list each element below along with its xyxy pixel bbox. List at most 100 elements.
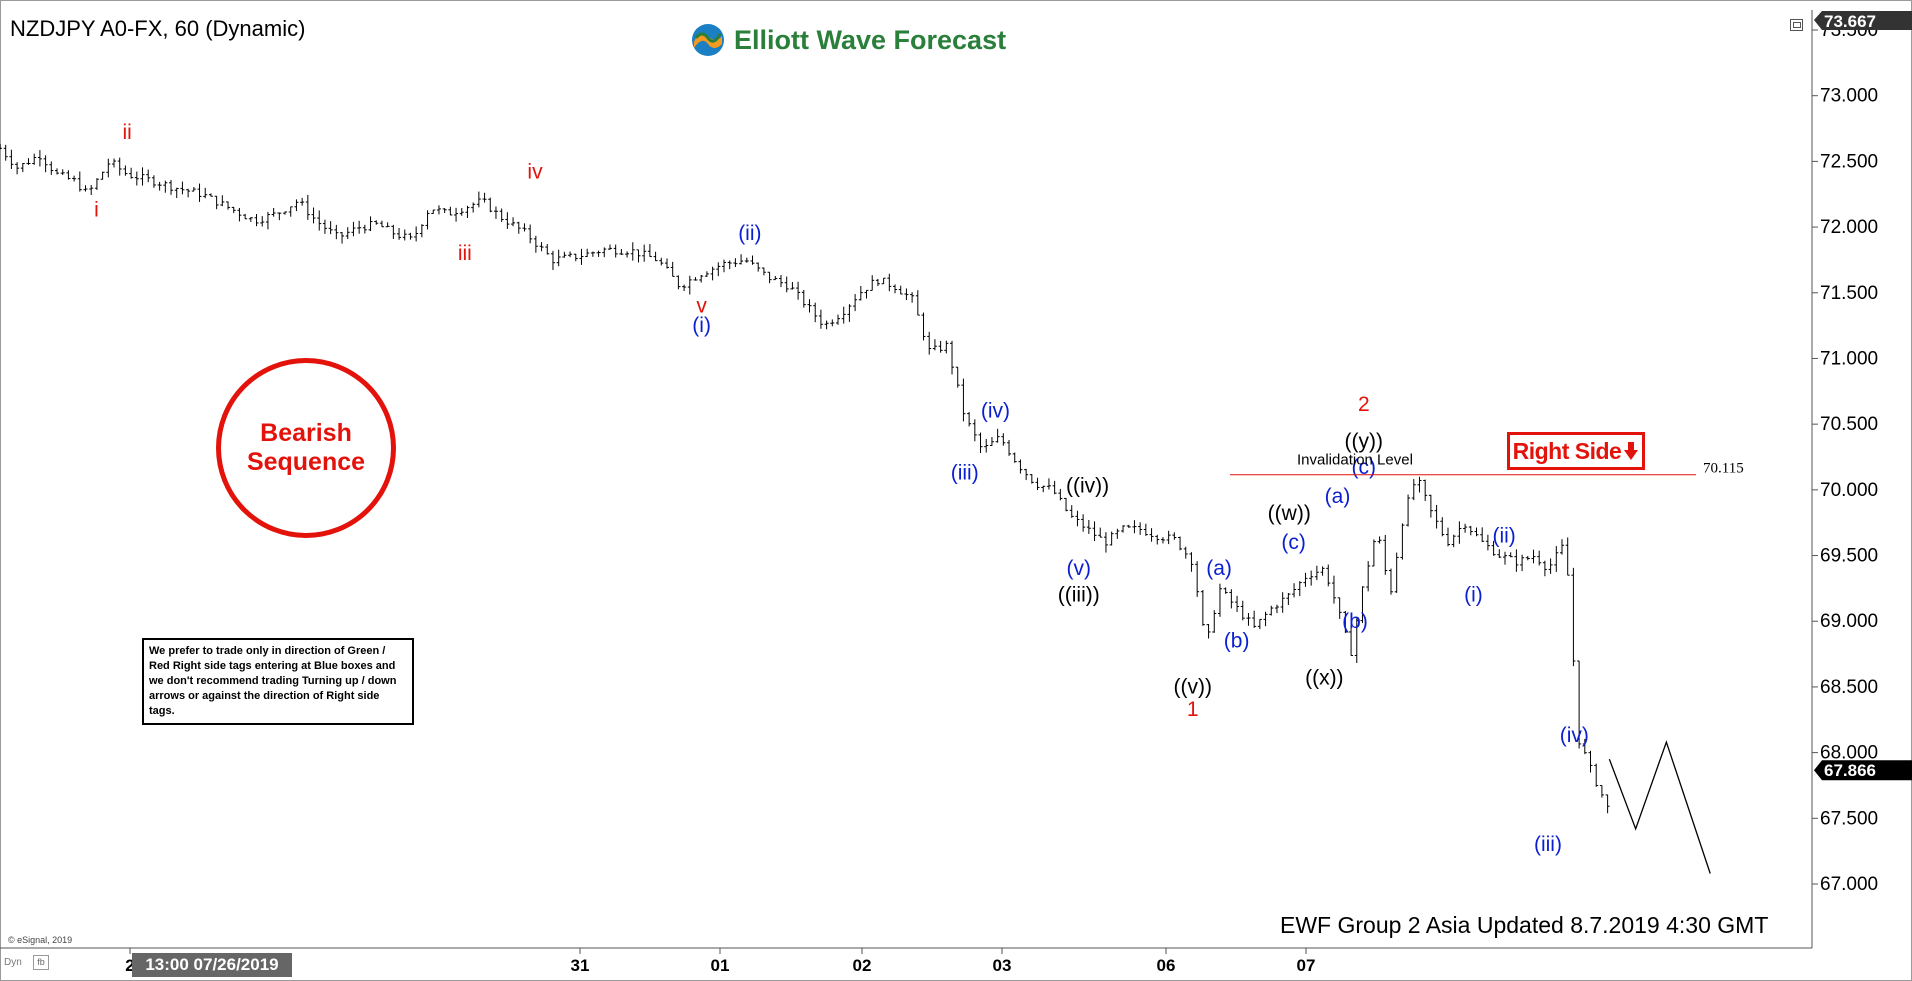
ohlc-bar bbox=[1514, 549, 1519, 572]
ohlc-bar bbox=[1588, 750, 1593, 773]
y-tick-label: 70.000 bbox=[1820, 480, 1878, 501]
wave-label: 1 bbox=[1187, 698, 1199, 721]
ohlc-bar bbox=[1326, 564, 1331, 587]
ohlc-bar bbox=[1109, 531, 1114, 546]
y-tick-label: 68.500 bbox=[1820, 677, 1878, 698]
ohlc-bar bbox=[66, 170, 71, 180]
ohlc-bar bbox=[1468, 525, 1473, 536]
ohlc-bar bbox=[1314, 565, 1319, 581]
ohlc-bar bbox=[448, 206, 453, 216]
ohlc-bar bbox=[1400, 523, 1405, 560]
down-arrow-icon bbox=[1624, 442, 1639, 460]
ohlc-bar bbox=[932, 339, 937, 351]
ohlc-bar bbox=[961, 378, 966, 422]
ohlc-bar bbox=[1280, 592, 1285, 613]
ohlc-bar bbox=[801, 290, 806, 308]
trading-note: We prefer to trade only in direction of … bbox=[142, 638, 414, 725]
current-time-label: 13:00 07/26/2019 bbox=[132, 953, 292, 977]
ohlc-bar bbox=[226, 201, 231, 210]
ohlc-bar bbox=[505, 212, 510, 229]
dyn-toggle[interactable]: fb bbox=[33, 955, 49, 970]
ohlc-bar bbox=[265, 211, 270, 230]
wave-label: (ii) bbox=[738, 222, 761, 245]
ohlc-bar bbox=[1343, 610, 1348, 633]
ohlc-bar bbox=[1286, 593, 1291, 605]
ohlc-bar bbox=[357, 220, 362, 234]
ohlc-bar bbox=[146, 169, 151, 183]
ohlc-bar bbox=[1445, 527, 1450, 547]
ohlc-bar bbox=[89, 184, 94, 195]
ohlc-bar bbox=[1069, 505, 1074, 518]
ohlc-bar bbox=[647, 244, 652, 258]
ohlc-bar bbox=[1086, 519, 1091, 534]
right-side-label: Right Side bbox=[1512, 437, 1622, 464]
ohlc-bar bbox=[1018, 459, 1023, 474]
ohlc-bar bbox=[568, 251, 573, 258]
ohlc-bar bbox=[1360, 586, 1365, 624]
ohlc-bar bbox=[1354, 618, 1359, 663]
ohlc-bar bbox=[1103, 532, 1108, 553]
ohlc-bar bbox=[374, 220, 379, 225]
ohlc-bar bbox=[436, 205, 441, 215]
ohlc-bar bbox=[1041, 485, 1046, 493]
ohlc-bar bbox=[516, 221, 521, 234]
ohlc-bar bbox=[1092, 521, 1097, 542]
copyright-text: © eSignal, 2019 bbox=[8, 935, 73, 945]
ohlc-bar bbox=[1235, 595, 1240, 612]
ohlc-bar bbox=[533, 235, 538, 253]
ohlc-bar bbox=[32, 153, 37, 165]
dyn-label[interactable]: Dyn bbox=[4, 957, 22, 968]
ohlc-bar bbox=[1411, 479, 1416, 501]
ohlc-bar bbox=[1599, 785, 1604, 798]
ohlc-bar bbox=[710, 266, 715, 281]
wave-label: ((iv)) bbox=[1066, 474, 1109, 497]
ohlc-bar bbox=[43, 155, 48, 173]
ohlc-bar bbox=[362, 224, 367, 234]
high-price-tag: 73.667 bbox=[1814, 11, 1912, 31]
projection-path bbox=[1608, 740, 1711, 874]
price-bars bbox=[0, 143, 1610, 814]
ohlc-bar bbox=[630, 242, 635, 261]
ohlc-bar bbox=[9, 149, 14, 170]
ohlc-bar bbox=[305, 194, 310, 220]
ohlc-bar bbox=[1560, 539, 1565, 555]
ohlc-bar bbox=[1189, 552, 1194, 572]
ohlc-bar bbox=[283, 211, 288, 215]
ohlc-bar bbox=[636, 249, 641, 263]
ohlc-bar bbox=[140, 167, 145, 186]
ohlc-bar bbox=[1029, 474, 1034, 484]
ohlc-bar bbox=[311, 207, 316, 224]
ohlc-bar bbox=[288, 206, 293, 217]
wave-label: ((v)) bbox=[1174, 675, 1212, 698]
high-price-value: 73.667 bbox=[1824, 12, 1876, 31]
ohlc-bar bbox=[1383, 534, 1388, 575]
invalidation-value: 70.115 bbox=[1703, 461, 1744, 477]
x-axis: 2 31 01 02 03 06 07 bbox=[125, 948, 1315, 975]
ohlc-bar bbox=[1491, 540, 1496, 556]
wave-labels: iiiiviiiv(i)(ii)(iv)(iii)((iv))(v)((iii)… bbox=[94, 121, 1589, 856]
ohlc-bar bbox=[1121, 525, 1126, 533]
wave-label: (c) bbox=[1352, 456, 1377, 479]
ohlc-bar bbox=[573, 253, 578, 262]
y-tick-label: 72.000 bbox=[1820, 217, 1878, 238]
ohlc-bar bbox=[716, 262, 721, 277]
ohlc-bar bbox=[1292, 583, 1297, 598]
ohlc-bar bbox=[55, 168, 60, 175]
ohlc-bar bbox=[807, 299, 812, 313]
ohlc-bar bbox=[1246, 612, 1251, 626]
ohlc-bar bbox=[870, 275, 875, 291]
ohlc-bar bbox=[1331, 575, 1336, 604]
ohlc-bar bbox=[231, 206, 236, 214]
ohlc-bar bbox=[875, 278, 880, 287]
ohlc-bar bbox=[1166, 530, 1171, 545]
ohlc-bar bbox=[1223, 587, 1228, 594]
ohlc-bar bbox=[607, 244, 612, 250]
ohlc-bar bbox=[1554, 546, 1559, 572]
ohlc-bar bbox=[967, 411, 972, 427]
invalidation-label: Invalidation Level bbox=[1297, 452, 1413, 469]
window-restore-icon[interactable] bbox=[1790, 19, 1803, 31]
wave-label: (ii) bbox=[1492, 524, 1515, 547]
ohlc-bar bbox=[847, 304, 852, 322]
ohlc-bar bbox=[836, 314, 841, 325]
